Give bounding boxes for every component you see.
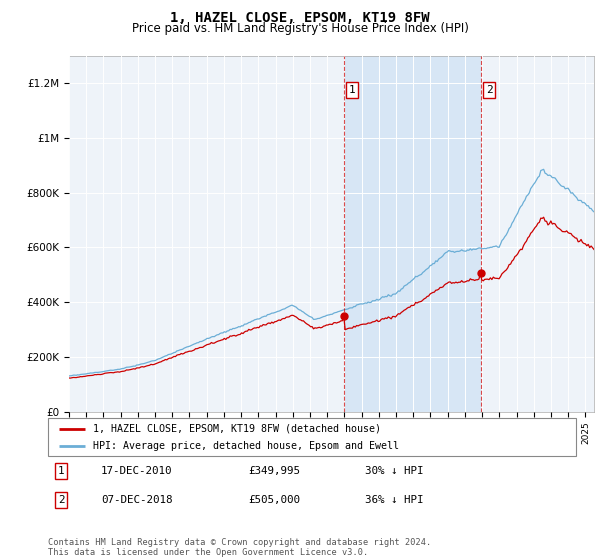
Text: Price paid vs. HM Land Registry's House Price Index (HPI): Price paid vs. HM Land Registry's House … (131, 22, 469, 35)
Text: HPI: Average price, detached house, Epsom and Ewell: HPI: Average price, detached house, Epso… (93, 441, 399, 451)
Text: 36% ↓ HPI: 36% ↓ HPI (365, 495, 424, 505)
Text: 1, HAZEL CLOSE, EPSOM, KT19 8FW (detached house): 1, HAZEL CLOSE, EPSOM, KT19 8FW (detache… (93, 423, 381, 433)
Text: £505,000: £505,000 (248, 495, 301, 505)
Text: Contains HM Land Registry data © Crown copyright and database right 2024.
This d: Contains HM Land Registry data © Crown c… (48, 538, 431, 557)
Text: 1: 1 (349, 85, 356, 95)
Text: 17-DEC-2010: 17-DEC-2010 (101, 466, 172, 477)
Text: 2: 2 (486, 85, 493, 95)
FancyBboxPatch shape (48, 418, 576, 456)
Text: 30% ↓ HPI: 30% ↓ HPI (365, 466, 424, 477)
Text: 07-DEC-2018: 07-DEC-2018 (101, 495, 172, 505)
Bar (344, 56, 481, 412)
Text: 1, HAZEL CLOSE, EPSOM, KT19 8FW: 1, HAZEL CLOSE, EPSOM, KT19 8FW (170, 11, 430, 25)
Text: 2: 2 (58, 495, 64, 505)
Text: £349,995: £349,995 (248, 466, 301, 477)
Text: 1: 1 (58, 466, 64, 477)
